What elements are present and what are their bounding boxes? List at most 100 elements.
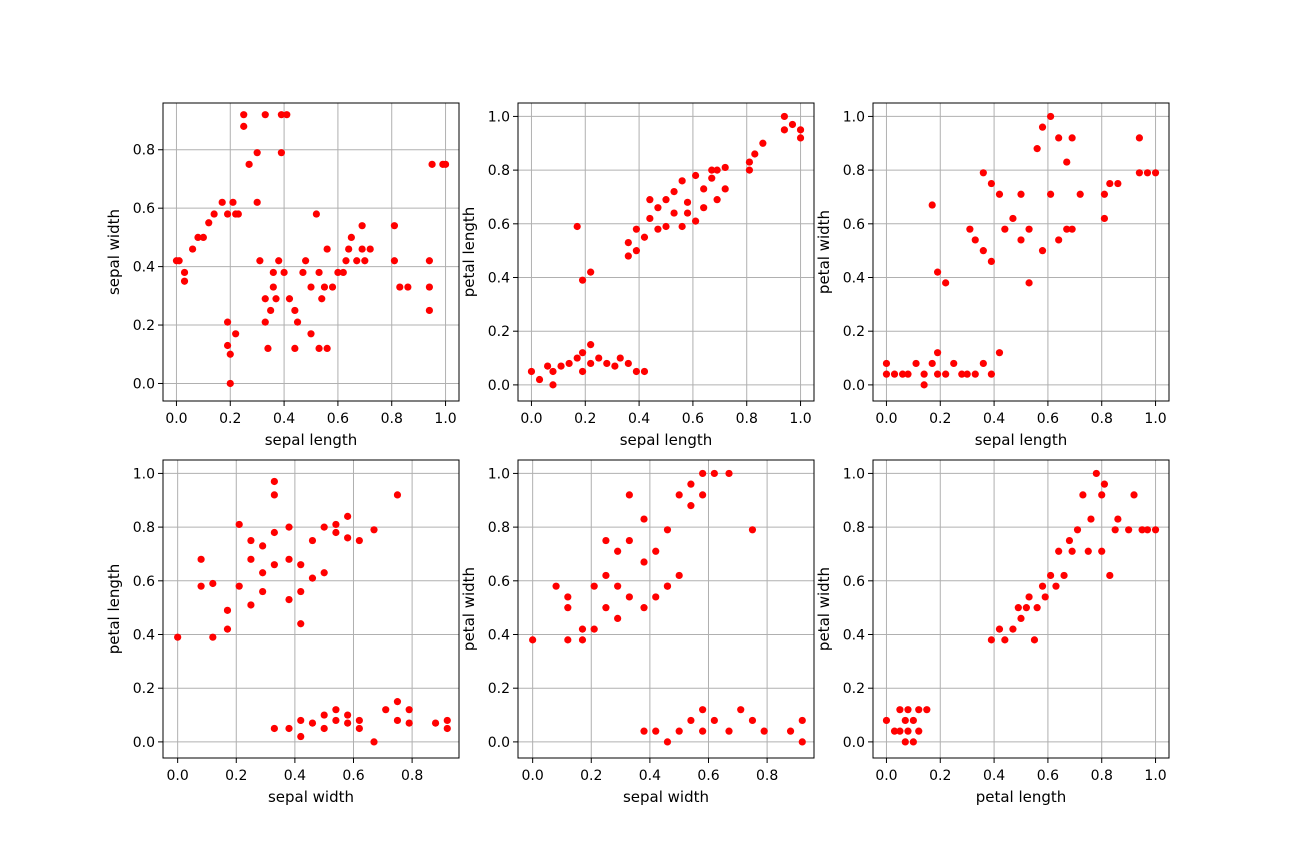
data-point — [1092, 469, 1100, 478]
data-point — [1060, 571, 1068, 580]
data-point — [890, 727, 899, 735]
data-point — [662, 196, 670, 204]
y-tick-label: 0.4 — [133, 628, 155, 644]
data-point — [235, 582, 243, 590]
data-point — [760, 727, 768, 735]
x-tick-label: 0.4 — [983, 768, 1005, 784]
data-point — [928, 201, 936, 209]
data-point — [275, 257, 283, 265]
y-axis-label: sepal width — [105, 209, 123, 295]
data-point — [942, 370, 950, 378]
data-point — [1151, 526, 1160, 534]
data-point — [297, 732, 305, 741]
data-point — [270, 491, 278, 499]
data-point — [261, 318, 269, 326]
data-point — [987, 370, 996, 378]
data-point — [909, 716, 917, 725]
data-point — [347, 233, 355, 241]
x-tick-label: 0.4 — [639, 768, 661, 784]
data-point — [323, 245, 331, 253]
data-point — [1065, 536, 1074, 545]
data-point — [345, 245, 353, 253]
data-point — [995, 190, 1004, 198]
data-point — [687, 716, 695, 725]
subplot-1: 0.0 0.2 0.4 0.6 0.8 1.0 0.0 0.2 0.4 0.6 0.8 sepal l… — [105, 102, 460, 449]
data-point — [942, 279, 950, 287]
y-tick-label: 0.8 — [133, 143, 155, 159]
data-point — [283, 111, 291, 119]
data-point — [958, 370, 966, 378]
data-point — [699, 469, 707, 478]
data-point — [632, 225, 641, 233]
axes-frame — [517, 459, 815, 759]
data-point — [320, 711, 328, 719]
data-point — [259, 542, 267, 550]
data-point — [1022, 604, 1030, 612]
data-point — [1098, 547, 1106, 555]
data-point — [1047, 190, 1055, 198]
data-point — [425, 283, 433, 291]
data-point — [578, 276, 587, 284]
data-point — [1017, 236, 1025, 244]
data-point — [923, 706, 931, 714]
data-point — [323, 344, 331, 353]
data-point — [527, 367, 536, 376]
data-point — [1151, 169, 1160, 177]
data-point — [355, 724, 363, 733]
data-point — [297, 561, 305, 569]
data-point — [320, 569, 328, 577]
data-point — [223, 318, 232, 326]
data-point — [270, 561, 278, 569]
data-point — [285, 295, 294, 303]
data-point — [259, 569, 267, 577]
data-point — [253, 149, 261, 157]
data-point — [1047, 112, 1055, 121]
data-point — [632, 367, 641, 376]
data-point — [614, 547, 622, 555]
data-point — [240, 122, 248, 130]
data-point — [901, 738, 909, 746]
data-point — [713, 196, 721, 204]
data-point — [624, 239, 632, 247]
y-axis-label: petal width — [815, 567, 833, 651]
data-point — [1014, 604, 1022, 612]
y-tick-label: 0.6 — [843, 217, 865, 233]
data-point — [240, 111, 248, 119]
data-point — [332, 528, 340, 537]
data-point — [796, 126, 805, 134]
data-point — [578, 349, 587, 357]
data-point — [272, 295, 280, 303]
data-point — [308, 536, 317, 545]
data-point — [904, 727, 912, 735]
data-point — [652, 593, 660, 601]
x-tick-label: 0.8 — [381, 411, 403, 427]
data-point — [933, 370, 942, 378]
data-point — [640, 367, 649, 376]
data-point — [1068, 225, 1076, 233]
y-tick-label: 0.4 — [133, 260, 155, 276]
data-point — [194, 233, 202, 241]
data-point — [344, 534, 352, 542]
data-point — [297, 587, 305, 596]
data-point — [654, 204, 662, 212]
data-point — [950, 359, 958, 368]
data-point — [683, 198, 692, 206]
x-tick-label: 0.6 — [1037, 411, 1059, 427]
data-point — [1076, 190, 1084, 198]
data-point — [1009, 214, 1017, 223]
data-point — [1063, 225, 1071, 233]
data-point — [675, 571, 683, 580]
data-point — [899, 370, 907, 378]
data-point — [1143, 526, 1152, 534]
data-point — [370, 526, 378, 534]
data-point — [578, 636, 587, 644]
data-point — [915, 706, 923, 714]
y-tick-label: 0.6 — [843, 574, 865, 590]
data-point — [358, 222, 366, 230]
data-point — [602, 571, 610, 580]
data-point — [1025, 593, 1033, 601]
data-point — [678, 177, 686, 185]
data-point — [358, 245, 366, 253]
data-point — [382, 706, 390, 714]
data-point — [564, 636, 572, 644]
